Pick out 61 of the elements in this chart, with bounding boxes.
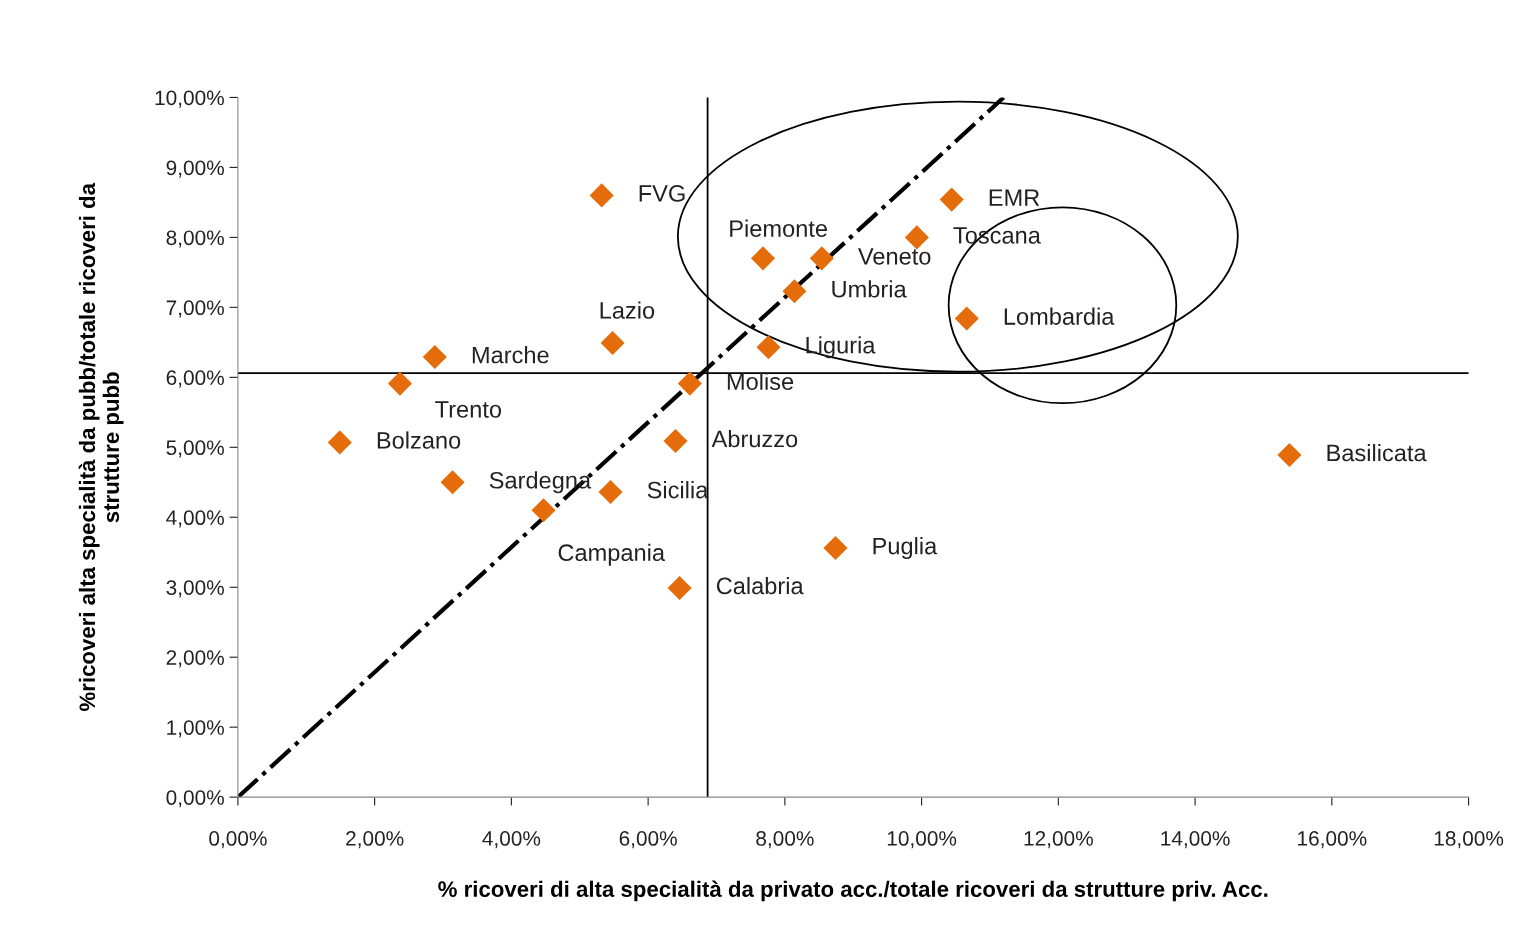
annotation: EMR <box>989 189 1040 206</box>
x-tick-label: 16,00% <box>1298 831 1367 849</box>
y-tick-label: 1,00% <box>167 720 224 738</box>
annotation: Calabria <box>716 576 804 595</box>
annotation: Marche <box>472 346 549 364</box>
x-tick-label: 0,00% <box>209 831 267 849</box>
point <box>939 187 964 212</box>
point <box>756 335 781 360</box>
x-axis-title: % ricoveri di alta specialità da privato acc./totale ricoveri da strutture priv. Acc. <box>438 880 1268 902</box>
x-tick-label: 8,00% <box>756 831 814 849</box>
point <box>750 246 776 271</box>
y-tick-label: 4,00% <box>166 510 224 528</box>
x-tick-label: 10,00% <box>887 831 957 849</box>
annotation: Bolzano <box>377 431 461 449</box>
y-tick-label: 8,00% <box>166 230 224 248</box>
y-tick-label: 3,00% <box>166 580 224 598</box>
annotation: Sardegna <box>489 471 592 494</box>
annotation: Campania <box>558 543 666 566</box>
annotation: Liguria <box>806 336 876 359</box>
annotation: Puglia <box>873 537 938 560</box>
x-tick-label: 2,00% <box>346 831 404 849</box>
annotation: Molise <box>727 372 794 390</box>
point <box>904 225 929 250</box>
point <box>600 331 625 356</box>
x-tick-label: 18,00% <box>1434 831 1504 849</box>
point <box>782 279 807 304</box>
point <box>440 470 465 495</box>
annotation: FVG <box>639 185 685 202</box>
point <box>809 246 834 271</box>
point <box>667 575 692 600</box>
annotation: Basilicata <box>1327 443 1427 462</box>
point <box>954 306 979 331</box>
y-tick-label: 10,00% <box>155 90 224 108</box>
point <box>531 498 556 523</box>
x-tick-label: 14,00% <box>1161 831 1230 849</box>
point <box>589 183 614 208</box>
y-tick-label: 2,00% <box>166 650 224 668</box>
y-tick-label: 6,00% <box>166 370 224 388</box>
annotation: Umbria <box>832 280 907 298</box>
point <box>327 430 352 455</box>
annotation: Abruzzo <box>711 429 798 448</box>
y-tick-label: 0,00% <box>166 790 224 808</box>
annotation: Veneto <box>858 248 931 265</box>
point <box>1277 442 1302 468</box>
annotation: Lazio <box>600 301 655 319</box>
point <box>823 536 848 561</box>
annotation: Piemonte <box>730 219 827 237</box>
annotation: Trento <box>435 401 502 418</box>
point <box>677 371 702 396</box>
y-tick-label: 5,00% <box>166 440 224 458</box>
y-axis-title: %ricoveri alta specialità da pubb/totale ricoveri da strutture pubb <box>78 182 124 712</box>
point <box>387 371 412 396</box>
x-tick-label: 6,00% <box>619 831 677 849</box>
point <box>663 428 688 454</box>
point <box>422 345 447 370</box>
x-tick-label: 12,00% <box>1024 831 1093 849</box>
y-tick-label: 9,00% <box>166 160 224 178</box>
annotation: Lombardia <box>1004 307 1115 325</box>
y-tick-label: 7,00% <box>166 300 224 318</box>
point <box>598 480 623 505</box>
x-tick-label: 4,00% <box>482 831 541 849</box>
